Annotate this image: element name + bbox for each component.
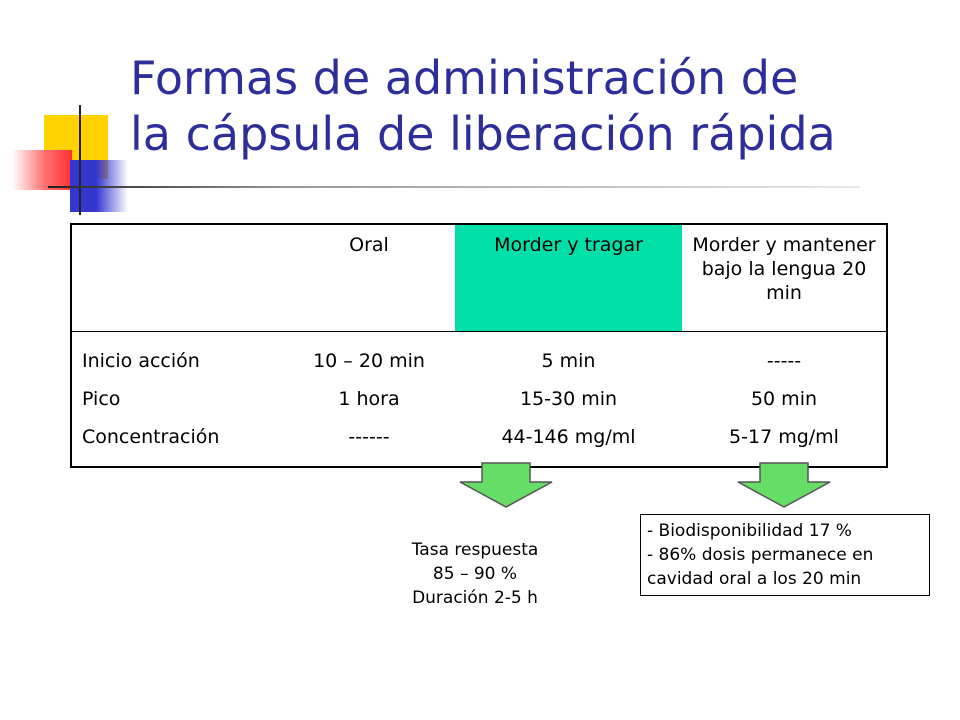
morder-mantener-values-cell: ----- 50 min 5-17 mg/ml (682, 332, 887, 468)
row-label-pico: Pico (82, 388, 121, 410)
morder-tragar-pico: 15-30 min (519, 388, 618, 410)
header-empty (71, 224, 283, 332)
down-arrow-icon (459, 462, 553, 508)
row-label-concentracion: Concentración (82, 426, 220, 448)
oral-concentracion: ------ (348, 426, 390, 448)
oral-pico: 1 hora (338, 388, 400, 410)
morder-tragar-concentracion: 44-146 mg/ml (501, 426, 636, 448)
response-note: Tasa respuesta 85 – 90 % Duración 2-5 h (380, 538, 570, 610)
morder-mantener-inicio: ----- (766, 350, 802, 372)
morder-tragar-values-cell: 5 min 15-30 min 44-146 mg/ml (455, 332, 682, 468)
row-labels-cell: Inicio acción Pico Concentración (71, 332, 283, 468)
response-note-line: Tasa respuesta (411, 540, 539, 560)
morder-mantener-pico: 50 min (750, 388, 818, 410)
title-line-1: Formas de administración de (130, 51, 799, 105)
bioavailability-note-line: - Biodisponibilidad 17 % (647, 521, 852, 541)
oral-inicio: 10 – 20 min (313, 350, 425, 372)
header-morder-tragar: Morder y tragar (455, 224, 682, 332)
response-note-line: Duración 2-5 h (412, 588, 538, 608)
comparison-table: Oral Morder y tragar Morder y mantener b… (70, 223, 888, 468)
oral-values-cell: 10 – 20 min 1 hora ------ (283, 332, 455, 468)
morder-mantener-concentracion: 5-17 mg/ml (729, 426, 839, 448)
bioavailability-note-line: - 86% dosis permanece en cavidad oral a … (647, 545, 874, 589)
morder-tragar-inicio: 5 min (541, 350, 596, 372)
deco-red-square (12, 150, 72, 190)
table-header-row: Oral Morder y tragar Morder y mantener b… (71, 224, 887, 332)
row-label-inicio: Inicio acción (82, 350, 200, 372)
down-arrow-icon (737, 462, 831, 508)
header-oral: Oral (283, 224, 455, 332)
header-morder-mantener: Morder y mantener bajo la lengua 20 min (682, 224, 887, 332)
deco-horizontal-line (48, 186, 860, 188)
bioavailability-note: - Biodisponibilidad 17 % - 86% dosis per… (640, 514, 930, 596)
title-line-2: la cápsula de liberación rápida (130, 107, 836, 161)
response-note-line: 85 – 90 % (432, 564, 518, 584)
deco-vertical-line (79, 105, 81, 215)
slide-title: Formas de administración de la cápsula d… (130, 50, 930, 162)
table-row: Inicio acción Pico Concentración 10 – 20… (71, 332, 887, 468)
